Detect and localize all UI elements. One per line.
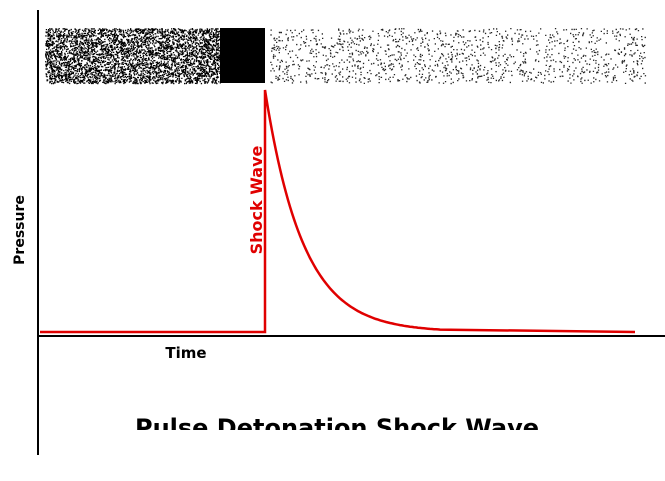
- x-axis-label: Time: [165, 344, 206, 362]
- y-axis-label: Pressure: [12, 195, 28, 265]
- pressure-curve: [40, 89, 636, 334]
- compressed-gas: [220, 28, 265, 83]
- sparse-gas: [270, 28, 647, 85]
- curve-label: Shock Wave: [247, 145, 266, 254]
- dense-gas: [45, 28, 222, 85]
- title: Pulse Detonation Shock Wave: [135, 414, 539, 442]
- title-group: Pulse Detonation Shock Wave: [135, 414, 539, 442]
